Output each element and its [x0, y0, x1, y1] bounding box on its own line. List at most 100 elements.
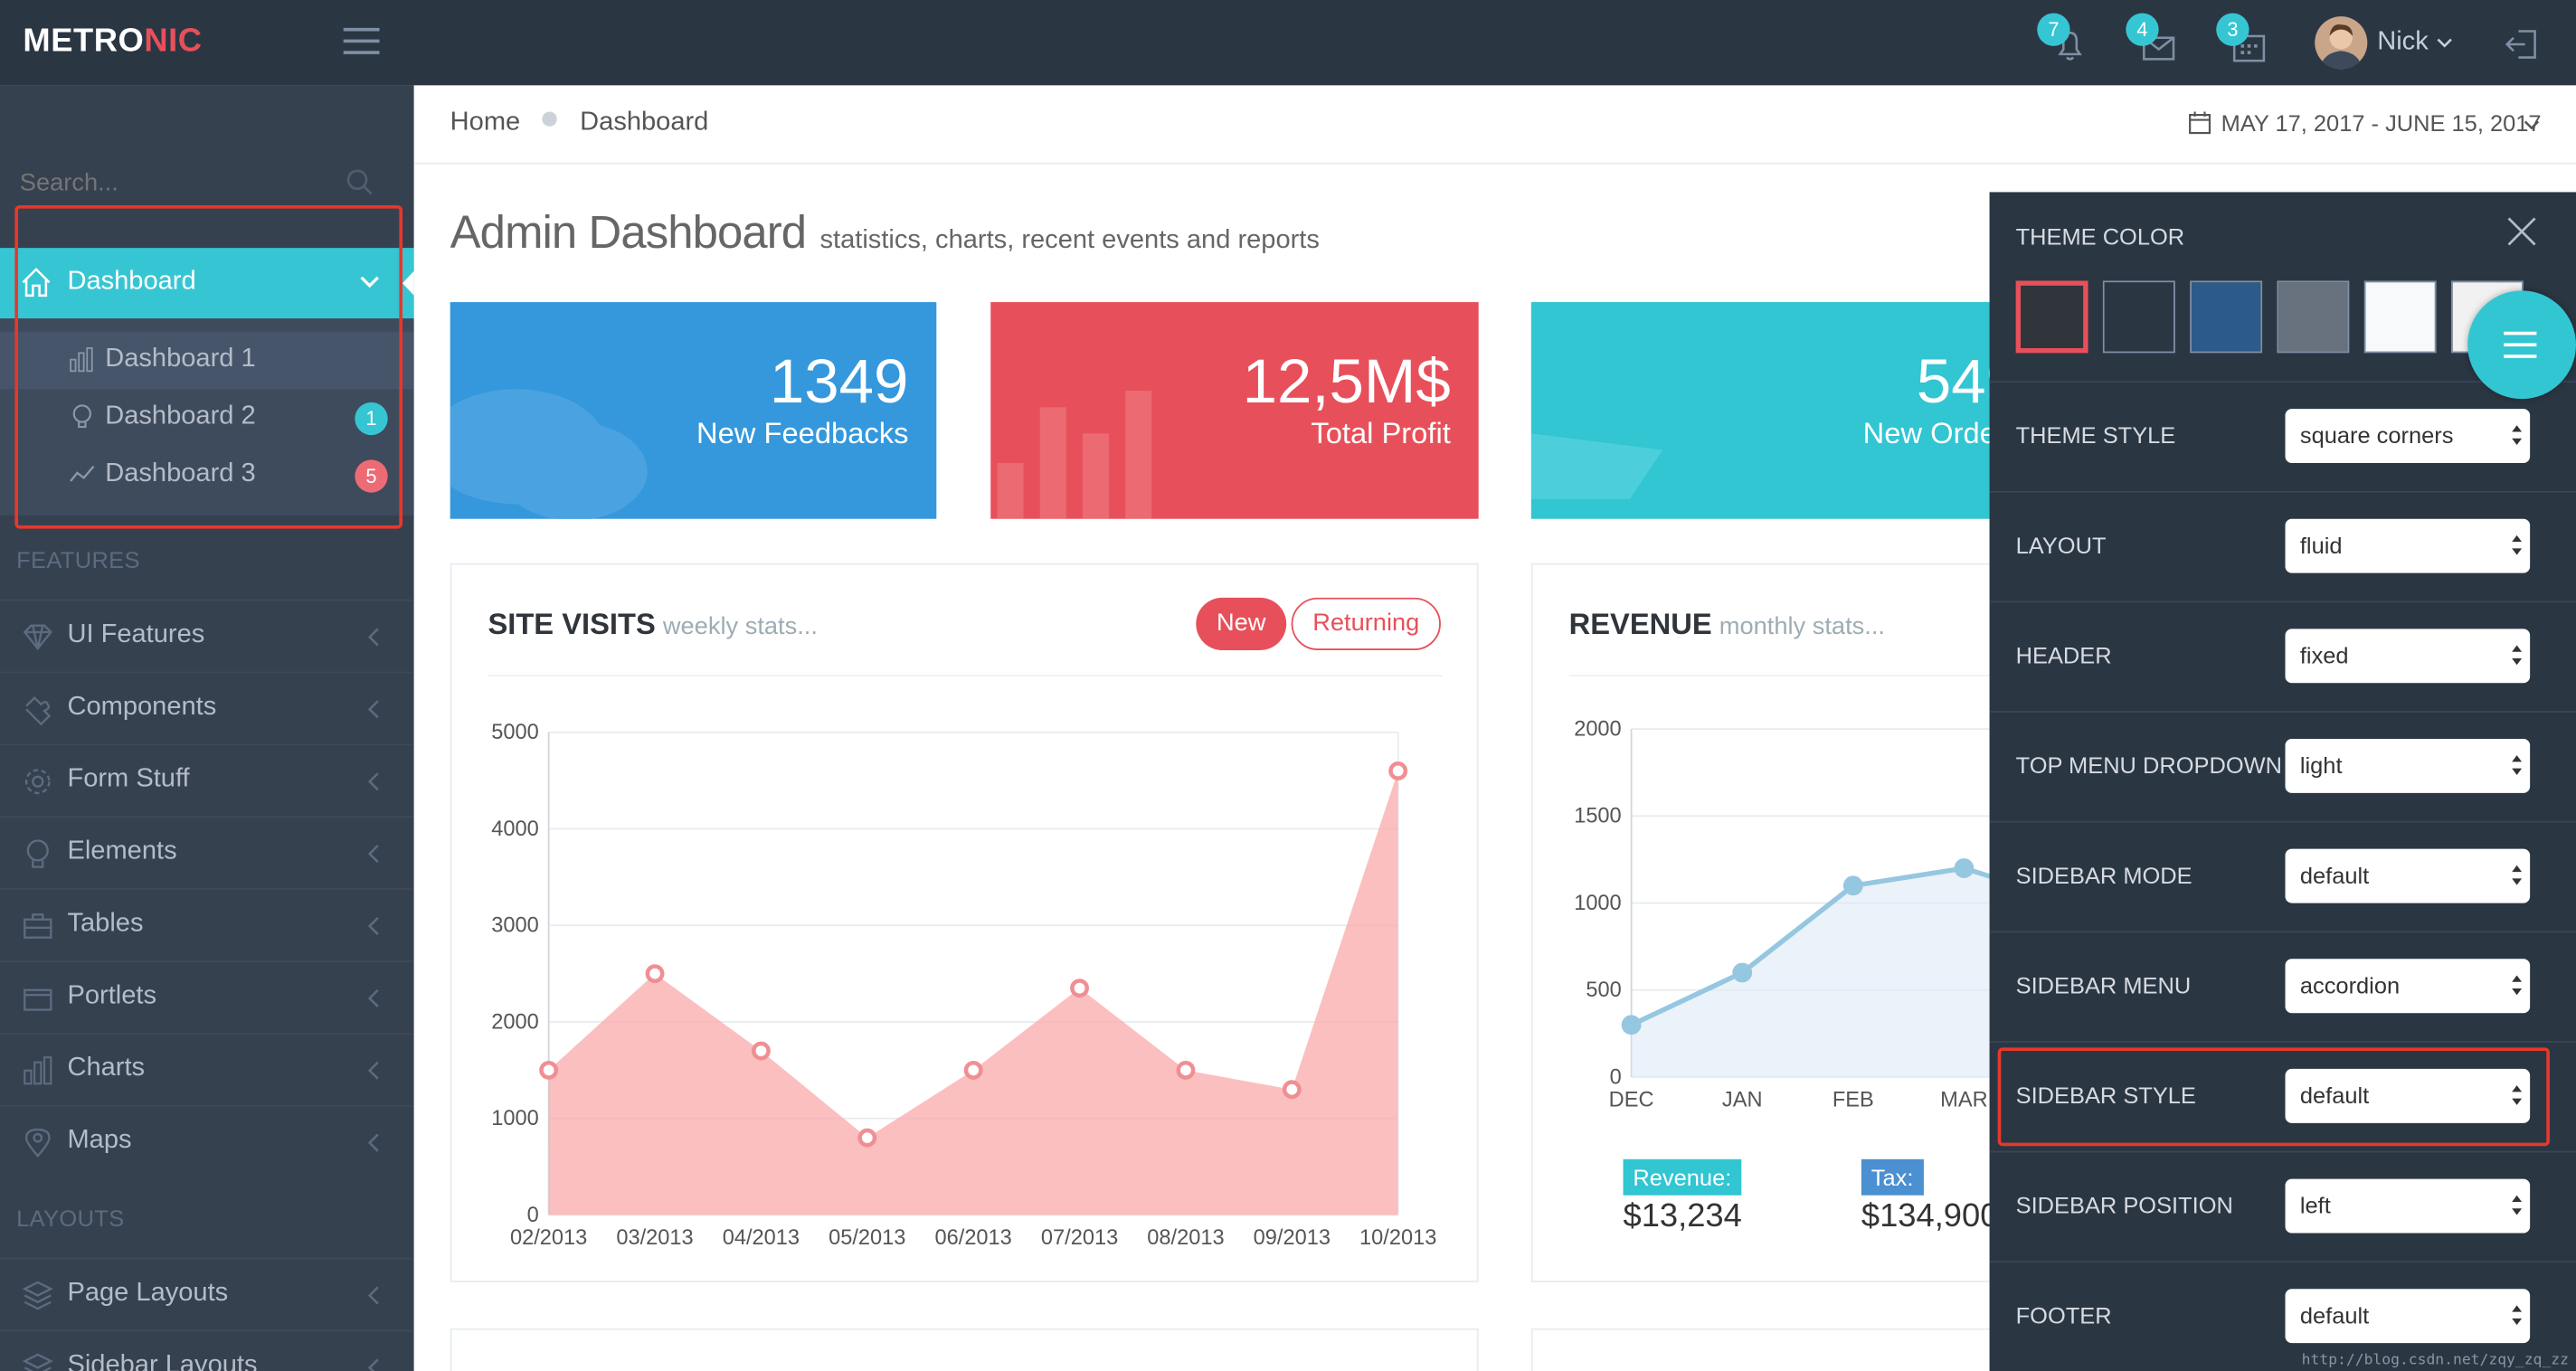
page-title: Admin Dashboard statistics, charts, rece… [450, 207, 1320, 260]
hamburger-icon[interactable] [343, 26, 380, 56]
data-point [539, 1060, 559, 1080]
setting-select[interactable]: left [2285, 1178, 2531, 1234]
calendar-icon[interactable] [2230, 26, 2269, 66]
bar-chart-icon [22, 1054, 54, 1087]
site-visits-chart: 0 1000 2000 3000 4000 5000 02/2013 03/2013 04/20… [491, 721, 1436, 1250]
setting-select[interactable]: accordion [2285, 959, 2531, 1014]
stat-tile-profit[interactable]: 12,5M$ Total Profit [990, 302, 1479, 519]
setting-sidebar-mode: SIDEBAR MODE default [1989, 820, 2576, 931]
setting-sidebar-menu: SIDEBAR MENU accordion [1989, 931, 2576, 1041]
x-tick-label: 09/2013 [1254, 1226, 1331, 1250]
setting-top-menu-dropdown: TOP MENU DROPDOWN light [1989, 711, 2576, 821]
revenue-label: Revenue: [1623, 1158, 1742, 1196]
cart-icon [1530, 433, 1663, 499]
x-tick-label: 04/2013 [723, 1226, 800, 1250]
logout-icon[interactable] [2502, 24, 2542, 64]
select-arrows-icon [2512, 1305, 2523, 1326]
sidebar-item-ui-features[interactable]: UI Features [0, 599, 414, 672]
sidebar-item-components[interactable]: Components [0, 671, 414, 744]
portlet [1530, 1328, 2008, 1371]
count-badge: 5 [355, 459, 388, 493]
highlight-box [1997, 1047, 2550, 1147]
sidebar-item-portlets[interactable]: Portlets [0, 960, 414, 1033]
sidebar-item-label: Maps [67, 1126, 132, 1155]
y-tick-label: 1500 [1574, 805, 1622, 828]
data-point [1282, 1080, 1302, 1100]
stat-tile-feedbacks[interactable]: 1349 New Feedbacks [450, 302, 937, 519]
sidebar-item-tables[interactable]: Tables [0, 888, 414, 960]
bar-chart-icon [997, 391, 1152, 519]
y-tick-label: 0 [527, 1204, 539, 1227]
sidebar-item-label: Page Layouts [67, 1279, 229, 1308]
portlet-title: REVENUE monthly stats... [1569, 608, 1885, 642]
page-bar: Home Dashboard MAY 17, 2017 - JUNE 15, 2… [413, 85, 2576, 165]
breadcrumb-separator [542, 111, 557, 127]
sidebar-subitem-dashboard-2[interactable]: Dashboard 2 1 [0, 389, 414, 447]
x-tick-label: JAN [1722, 1089, 1763, 1112]
setting-select[interactable]: default [2285, 1068, 2531, 1123]
bar-chart-icon [69, 346, 95, 373]
chevron-left-icon [365, 1284, 381, 1307]
theme-swatch[interactable] [2277, 280, 2350, 354]
avatar[interactable] [2315, 16, 2368, 70]
select-arrows-icon [2512, 645, 2523, 666]
sidebar-subitem-dashboard-1[interactable]: Dashboard 1 [0, 331, 414, 390]
x-tick-label: 03/2013 [616, 1226, 693, 1250]
breadcrumb-home[interactable]: Home [450, 108, 521, 137]
chevron-left-icon [365, 1059, 381, 1082]
y-tick-label: 500 [1586, 979, 1621, 1002]
logo[interactable]: METRONIC [23, 23, 202, 61]
chevron-left-icon [365, 1131, 381, 1154]
setting-value: default [2299, 1082, 2370, 1109]
y-tick-label: 0 [1610, 1065, 1622, 1089]
sidebar-item-charts[interactable]: Charts [0, 1032, 414, 1105]
chevron-down-icon [360, 274, 380, 288]
sidebar-item-elements[interactable]: Elements [0, 816, 414, 888]
chevron-down-icon[interactable] [2524, 118, 2540, 132]
theme-swatch[interactable] [2015, 280, 2088, 354]
gear-icon [22, 765, 54, 798]
theme-panel: THEME COLOR THEME STYLE square corners LA… [1989, 192, 2576, 1371]
revenue-value: $13,234 [1623, 1198, 1742, 1235]
theme-swatch[interactable] [2190, 280, 2263, 354]
sidebar-item-maps[interactable]: Maps [0, 1104, 414, 1177]
setting-sidebar-position: SIDEBAR POSITION left [1989, 1150, 2576, 1262]
setting-select[interactable]: default [2285, 1289, 2531, 1344]
setting-select[interactable]: default [2285, 848, 2531, 903]
page-title-text: Admin Dashboard [450, 206, 807, 259]
search-icon[interactable] [345, 167, 374, 197]
setting-select[interactable]: square corners [2285, 409, 2531, 463]
new-button[interactable]: New [1196, 597, 1287, 650]
sidebar-item-page-layouts[interactable]: Page Layouts [0, 1257, 414, 1330]
returning-button[interactable]: Returning [1291, 597, 1441, 650]
theme-swatch[interactable] [2102, 280, 2175, 354]
sidebar-item-sidebar-layouts[interactable]: Sidebar Layouts [0, 1329, 414, 1371]
date-range-picker[interactable]: MAY 17, 2017 - JUNE 15, 2017 [2221, 109, 2542, 137]
setting-select[interactable]: fixed [2285, 629, 2531, 684]
select-arrows-icon [2512, 425, 2523, 446]
theme-swatch[interactable] [2363, 280, 2437, 354]
line-chart-icon [69, 461, 95, 487]
setting-select[interactable]: light [2285, 739, 2531, 793]
stat-tile-orders[interactable]: 549 New Orders [1530, 302, 2018, 519]
data-point [1842, 875, 1863, 896]
x-tick-label: 10/2013 [1359, 1226, 1436, 1250]
setting-label: LAYOUT [2015, 532, 2107, 559]
x-tick-label: 08/2013 [1147, 1226, 1224, 1250]
sidebar-subitem-dashboard-3[interactable]: Dashboard 3 5 [0, 447, 414, 505]
sidebar-item-label: Sidebar Layouts [67, 1351, 258, 1371]
setting-label: SIDEBAR MODE [2015, 862, 2192, 889]
menu-icon [2504, 331, 2537, 358]
setting-label: SIDEBAR POSITION [2015, 1192, 2233, 1219]
x-tick-label: MAR [1940, 1089, 1987, 1112]
chevron-down-icon[interactable] [2437, 36, 2453, 50]
user-name[interactable]: Nick [2377, 27, 2429, 56]
search-input[interactable] [19, 164, 332, 201]
layers-icon [22, 1279, 54, 1311]
sidebar-item-form-stuff[interactable]: Form Stuff [0, 743, 414, 816]
sidebar-item-dashboard[interactable]: Dashboard [0, 248, 398, 319]
theme-panel-toggle[interactable] [2467, 290, 2576, 400]
series-area [1631, 868, 2006, 1078]
setting-select[interactable]: fluid [2285, 518, 2531, 573]
close-icon[interactable] [2505, 215, 2538, 248]
